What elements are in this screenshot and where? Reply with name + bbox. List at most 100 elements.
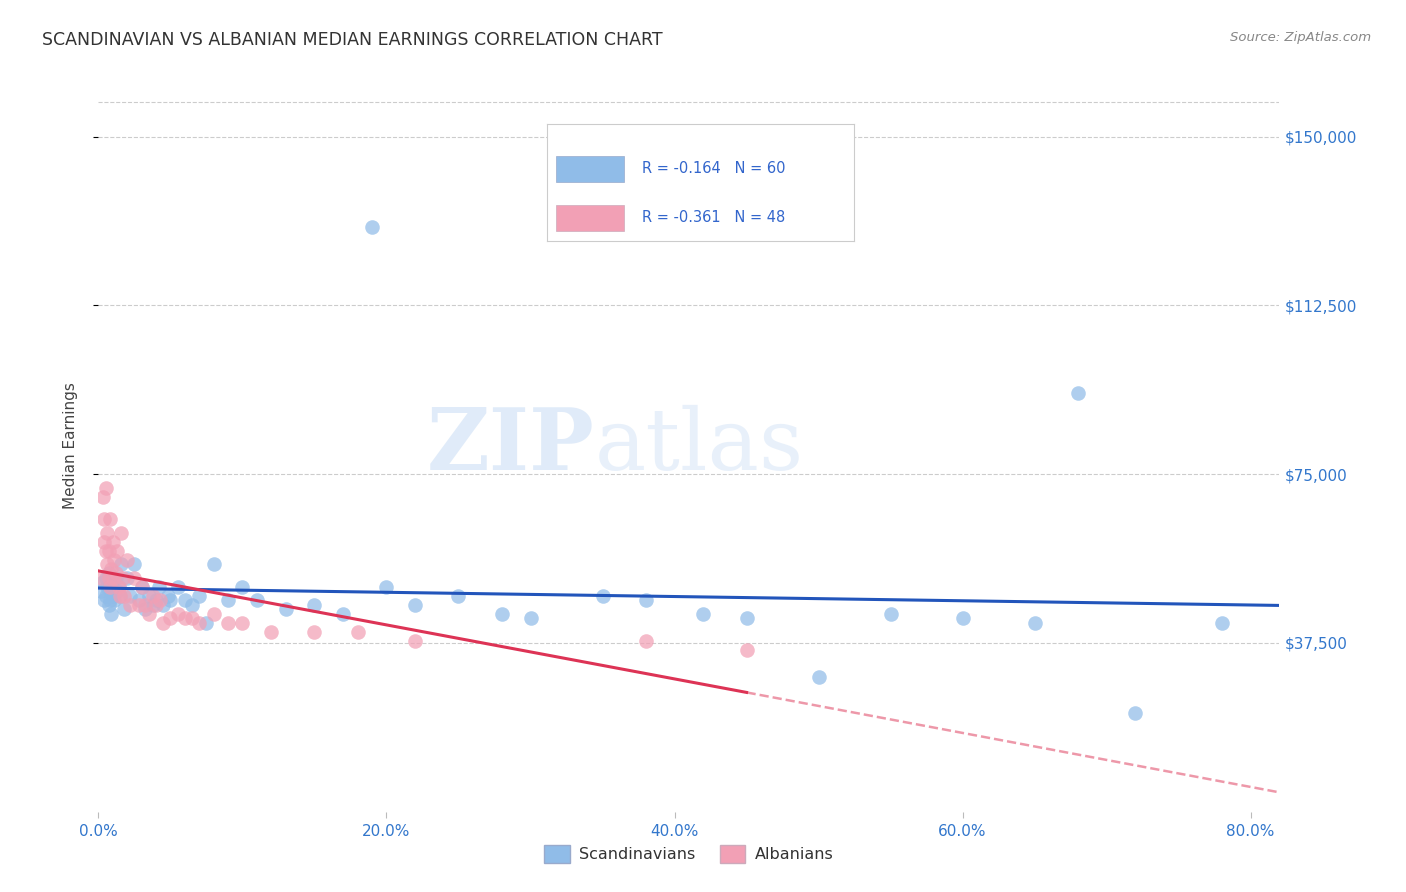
Point xyxy=(107,580,129,594)
Point xyxy=(120,598,142,612)
Point xyxy=(105,584,128,599)
Point xyxy=(128,593,150,607)
Point xyxy=(112,602,135,616)
Point xyxy=(104,566,127,581)
Point xyxy=(195,615,218,630)
Point xyxy=(142,589,165,603)
Point xyxy=(131,580,153,594)
Point xyxy=(93,534,115,549)
Point xyxy=(101,534,124,549)
Point xyxy=(128,598,150,612)
Point xyxy=(173,593,195,607)
Point xyxy=(592,589,614,603)
Point xyxy=(173,611,195,625)
Point xyxy=(97,566,120,581)
Point xyxy=(91,490,114,504)
Point xyxy=(112,589,135,603)
Point xyxy=(98,580,121,594)
Text: Source: ZipAtlas.com: Source: ZipAtlas.com xyxy=(1230,31,1371,45)
Point xyxy=(202,607,225,621)
Point xyxy=(879,607,901,621)
Point xyxy=(101,571,124,585)
Text: atlas: atlas xyxy=(595,404,804,488)
Point xyxy=(634,633,657,648)
Point xyxy=(404,633,426,648)
Point xyxy=(138,607,160,621)
Point xyxy=(96,525,118,540)
Point xyxy=(97,543,120,558)
Point xyxy=(634,593,657,607)
Point xyxy=(107,580,129,594)
Point xyxy=(404,598,426,612)
Point xyxy=(103,593,125,607)
Point xyxy=(152,615,174,630)
Point xyxy=(735,642,758,657)
Point xyxy=(90,584,112,599)
Point xyxy=(120,589,142,603)
Point xyxy=(260,624,283,639)
Point xyxy=(103,552,125,566)
Point xyxy=(134,602,156,616)
Point xyxy=(131,580,153,594)
Point xyxy=(101,589,124,603)
Point xyxy=(346,624,368,639)
Point xyxy=(304,598,326,612)
Point xyxy=(166,607,188,621)
Point xyxy=(1024,615,1046,630)
Point xyxy=(97,571,120,585)
Point xyxy=(145,598,167,612)
Point xyxy=(152,598,174,612)
Point xyxy=(375,580,398,594)
Point xyxy=(148,580,170,594)
Point xyxy=(1211,615,1233,630)
Point xyxy=(138,589,160,603)
Point xyxy=(447,589,470,603)
Y-axis label: Median Earnings: Median Earnings xyxy=(63,383,77,509)
Point xyxy=(1067,386,1090,401)
Point xyxy=(98,512,121,526)
Point xyxy=(124,557,146,571)
Point xyxy=(104,571,127,585)
Point xyxy=(98,580,121,594)
Point xyxy=(181,598,204,612)
Point xyxy=(304,624,326,639)
Point xyxy=(166,580,188,594)
Point xyxy=(110,525,132,540)
Point xyxy=(98,593,121,607)
Legend: Scandinavians, Albanians: Scandinavians, Albanians xyxy=(538,838,839,870)
Point xyxy=(519,611,541,625)
Point xyxy=(188,589,211,603)
Point xyxy=(217,615,239,630)
Point xyxy=(332,607,354,621)
Point xyxy=(181,611,204,625)
Point xyxy=(96,557,118,571)
Point xyxy=(1125,706,1147,720)
Point xyxy=(97,598,120,612)
Point xyxy=(156,589,179,603)
Point xyxy=(231,615,253,630)
Text: SCANDINAVIAN VS ALBANIAN MEDIAN EARNINGS CORRELATION CHART: SCANDINAVIAN VS ALBANIAN MEDIAN EARNINGS… xyxy=(42,31,662,49)
Point xyxy=(159,593,181,607)
Point xyxy=(807,670,830,684)
Point xyxy=(491,607,513,621)
Point xyxy=(202,557,225,571)
Point xyxy=(735,611,758,625)
Point xyxy=(93,512,115,526)
Point xyxy=(90,571,112,585)
Point xyxy=(361,219,384,234)
Point xyxy=(145,593,167,607)
Point xyxy=(692,607,714,621)
Point xyxy=(134,598,156,612)
Point xyxy=(115,571,138,585)
Point xyxy=(952,611,974,625)
Text: ZIP: ZIP xyxy=(426,404,595,488)
Point xyxy=(94,571,117,585)
Point xyxy=(105,543,128,558)
Point xyxy=(217,593,239,607)
Point xyxy=(111,571,134,585)
Point xyxy=(94,481,117,495)
Point xyxy=(231,580,253,594)
Point xyxy=(142,598,165,612)
Point xyxy=(274,602,297,616)
Point xyxy=(188,615,211,630)
